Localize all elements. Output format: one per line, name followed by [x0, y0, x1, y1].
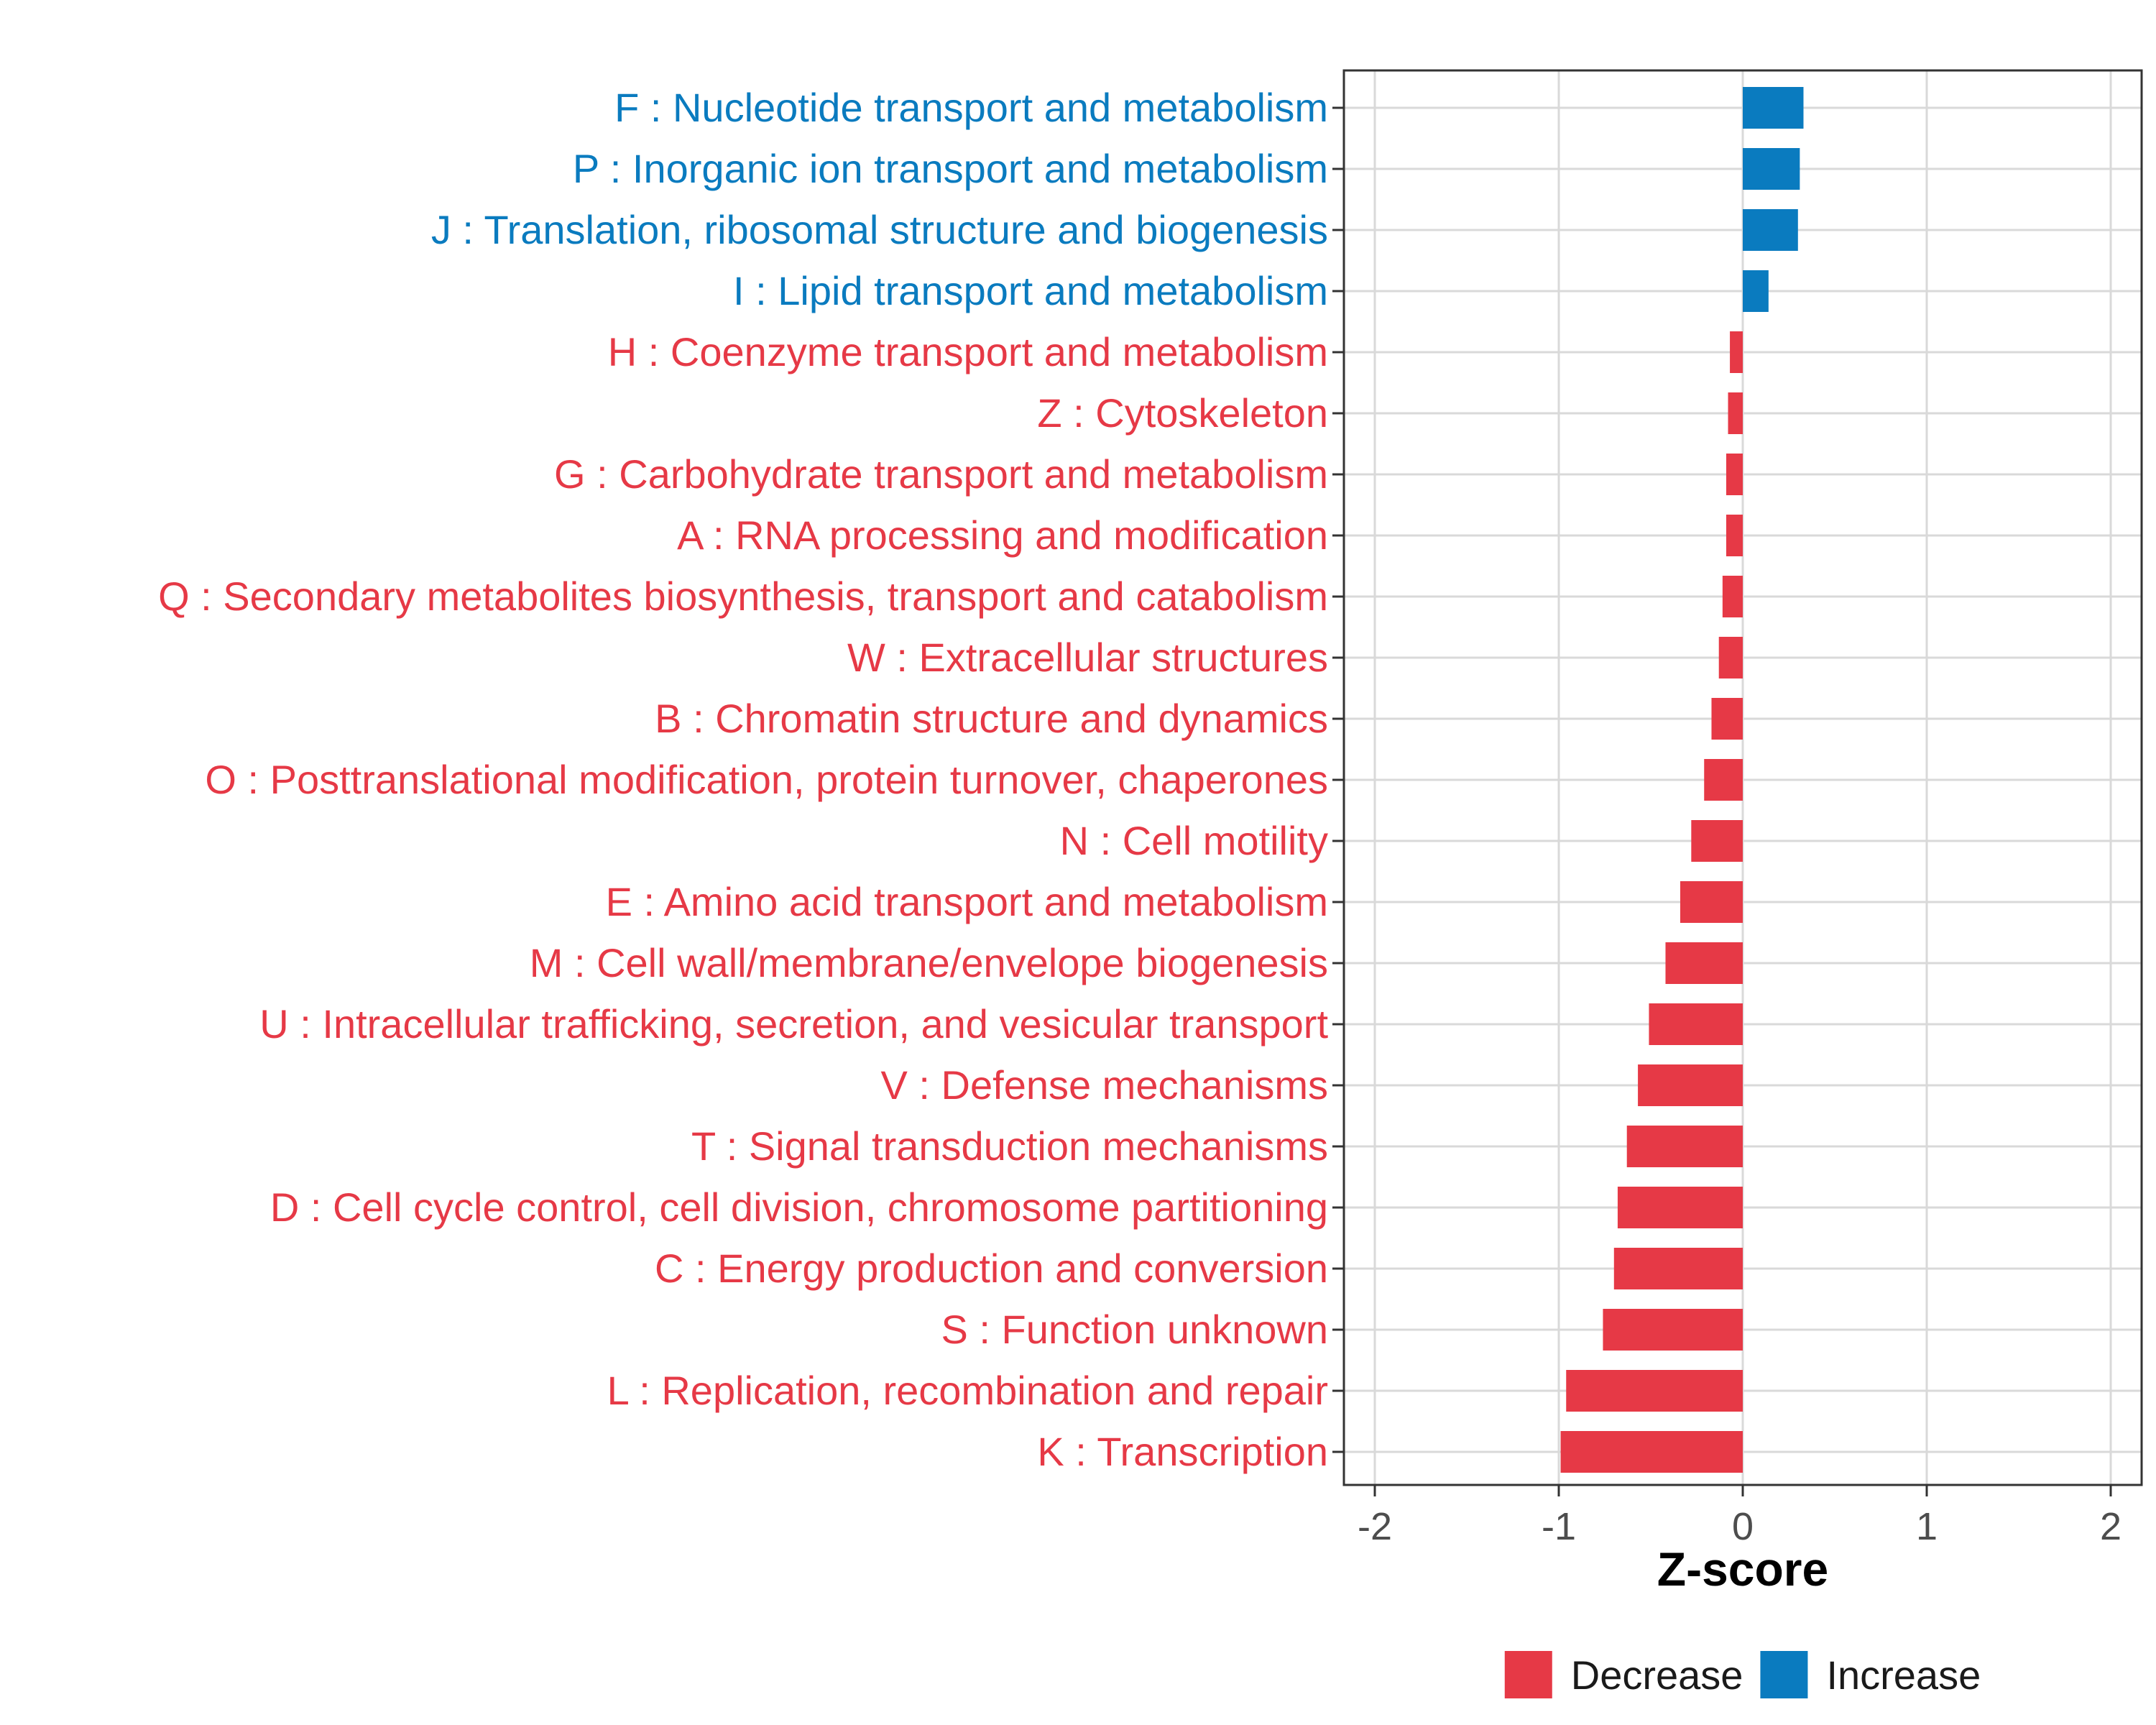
- legend-label: Increase: [1826, 1652, 1981, 1698]
- bar: [1680, 881, 1743, 923]
- category-label: C : Energy production and conversion: [655, 1246, 1328, 1291]
- bar: [1613, 1248, 1743, 1289]
- bar-layer: [1560, 87, 1804, 1473]
- bar: [1691, 820, 1743, 862]
- category-label: J : Translation, ribosomal structure and…: [431, 207, 1328, 252]
- bar: [1718, 637, 1743, 678]
- y-axis-ticks: [1332, 106, 1344, 1453]
- category-label: S : Function unknown: [941, 1307, 1328, 1352]
- category-label: L : Replication, recombination and repai…: [607, 1368, 1328, 1413]
- x-tick-label: -2: [1358, 1505, 1392, 1548]
- bar: [1743, 270, 1769, 312]
- category-label: B : Chromatin structure and dynamics: [655, 696, 1328, 741]
- bar: [1730, 331, 1743, 373]
- bar: [1743, 148, 1800, 190]
- category-label: O : Posttranslational modification, prot…: [205, 757, 1328, 802]
- category-label: U : Intracellular trafficking, secretion…: [259, 1001, 1328, 1046]
- legend-key: [1760, 1651, 1808, 1698]
- bar: [1626, 1126, 1743, 1167]
- category-label: W : Extracellular structures: [847, 635, 1328, 680]
- bar: [1665, 942, 1743, 984]
- x-tick-label: -1: [1542, 1505, 1576, 1548]
- bar: [1711, 698, 1743, 740]
- category-label: M : Cell wall/membrane/envelope biogenes…: [530, 940, 1328, 985]
- bar: [1603, 1309, 1743, 1351]
- category-labels: F : Nucleotide transport and metabolism P…: [158, 85, 1328, 1474]
- category-label: P : Inorganic ion transport and metaboli…: [573, 146, 1328, 191]
- legend-label: Decrease: [1571, 1652, 1743, 1698]
- x-tick-label: 1: [1916, 1505, 1938, 1548]
- category-label: V : Defense mechanisms: [881, 1062, 1328, 1108]
- bar: [1728, 392, 1743, 434]
- bar: [1726, 454, 1743, 495]
- x-axis-ticks: -2 -1 0 1 2: [1358, 1485, 2122, 1548]
- category-label: G : Carbohydrate transport and metabolis…: [554, 451, 1328, 497]
- x-axis-title: Z-score: [1657, 1542, 1828, 1596]
- bar: [1743, 87, 1804, 129]
- category-label: F : Nucleotide transport and metabolism: [614, 85, 1328, 130]
- bar: [1638, 1064, 1743, 1106]
- category-label: K : Transcription: [1037, 1429, 1328, 1474]
- category-label: H : Coenzyme transport and metabolism: [608, 329, 1328, 374]
- category-label: E : Amino acid transport and metabolism: [606, 879, 1328, 924]
- bar: [1743, 209, 1798, 251]
- category-label: Z : Cytoskeleton: [1037, 390, 1328, 436]
- bar: [1726, 515, 1743, 556]
- category-label: N : Cell motility: [1060, 818, 1328, 863]
- category-label: I : Lipid transport and metabolism: [733, 268, 1328, 313]
- legend: Decrease Increase: [1504, 1651, 1981, 1698]
- x-tick-label: 2: [2100, 1505, 2122, 1548]
- bar: [1560, 1431, 1743, 1473]
- category-label: A : RNA processing and modification: [677, 512, 1328, 558]
- category-label: D : Cell cycle control, cell division, c…: [270, 1184, 1328, 1230]
- bar: [1704, 759, 1743, 801]
- legend-key: [1504, 1651, 1552, 1698]
- bar: [1649, 1003, 1743, 1045]
- category-label: T : Signal transduction mechanisms: [691, 1123, 1328, 1169]
- bar: [1722, 576, 1743, 617]
- x-tick-label: 0: [1732, 1505, 1754, 1548]
- category-label: Q : Secondary metabolites biosynthesis, …: [158, 574, 1328, 619]
- bar: [1566, 1370, 1743, 1412]
- bar: [1617, 1187, 1743, 1228]
